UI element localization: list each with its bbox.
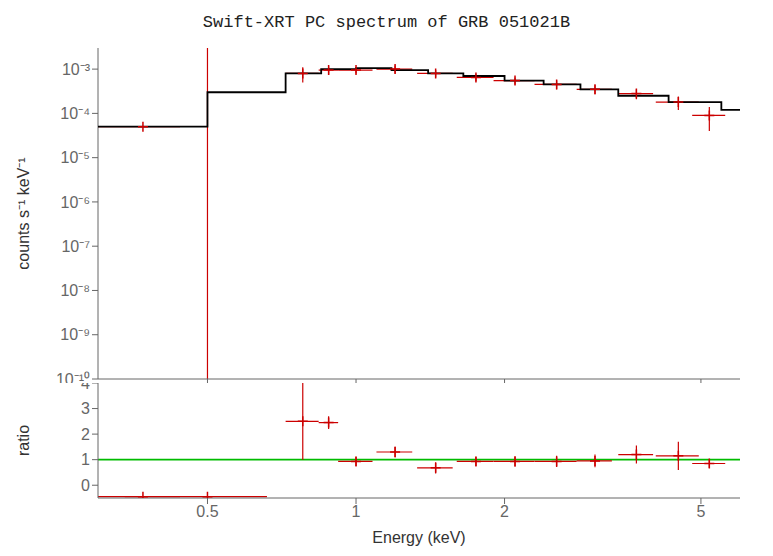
svg-text:1: 1 <box>352 503 361 520</box>
svg-text:2: 2 <box>500 503 509 520</box>
svg-text:5: 5 <box>696 503 705 520</box>
svg-text:10⁻⁷: 10⁻⁷ <box>61 238 90 255</box>
svg-text:10⁻⁹: 10⁻⁹ <box>60 326 90 343</box>
svg-text:10⁻⁴: 10⁻⁴ <box>60 105 90 122</box>
svg-text:10⁻⁸: 10⁻⁸ <box>60 282 90 299</box>
svg-text:10⁻⁶: 10⁻⁶ <box>61 194 90 211</box>
svg-text:3: 3 <box>81 400 90 417</box>
svg-text:4: 4 <box>81 383 90 392</box>
svg-text:0.5: 0.5 <box>196 503 218 520</box>
svg-text:0: 0 <box>81 477 90 494</box>
svg-text:counts s⁻¹ keV⁻¹: counts s⁻¹ keV⁻¹ <box>15 157 32 269</box>
svg-text:10⁻³: 10⁻³ <box>62 61 91 78</box>
svg-text:Energy (keV): Energy (keV) <box>372 529 465 546</box>
svg-text:10⁻¹⁰: 10⁻¹⁰ <box>56 371 90 383</box>
svg-text:10⁻⁵: 10⁻⁵ <box>61 149 90 166</box>
svg-text:ratio: ratio <box>15 425 32 456</box>
svg-text:1: 1 <box>81 451 90 468</box>
svg-text:2: 2 <box>81 426 90 443</box>
html-text:Swift-XRT PC spectrum of GRB 0: Swift-XRT PC spectrum of GRB 051021B <box>202 13 571 32</box>
